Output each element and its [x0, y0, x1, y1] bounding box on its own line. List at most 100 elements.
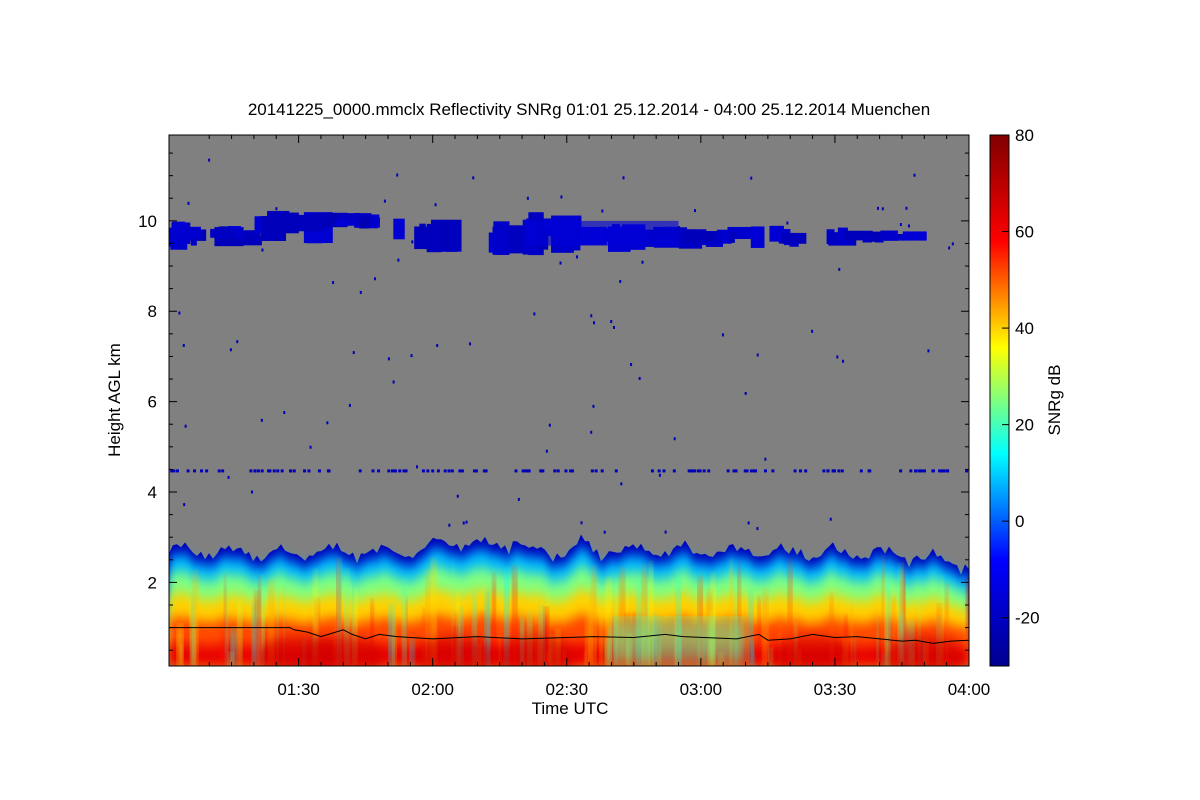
echo-streak — [876, 619, 879, 666]
y-axis-label: Height AGL km — [105, 343, 124, 457]
artifact-dot — [431, 469, 435, 473]
echo-streak — [648, 565, 654, 666]
echo-peak-blob — [415, 634, 496, 666]
artifact-dot — [268, 469, 272, 473]
artifact-dot — [390, 469, 394, 473]
artifact-dot — [793, 469, 797, 473]
colorbar: -20 0 20 40 60 80 SNRg dB — [989, 126, 1064, 667]
artifact-dot — [804, 469, 808, 473]
speckle — [250, 490, 253, 494]
artifact-dot — [859, 469, 863, 473]
speckle — [838, 267, 841, 271]
speckle — [764, 457, 767, 461]
speckle — [261, 248, 264, 252]
artifact-dot — [527, 469, 531, 473]
speckle — [397, 258, 400, 262]
artifact-dot — [734, 469, 738, 473]
cloud-cell — [752, 236, 762, 246]
artifact-dot — [837, 469, 841, 473]
artifact-dot — [867, 469, 871, 473]
speckle — [601, 209, 604, 213]
artifact-dot — [569, 469, 573, 473]
artifact-dot — [564, 469, 568, 473]
artifact-dot — [398, 469, 402, 473]
speckle — [517, 497, 520, 501]
speckle — [332, 281, 335, 285]
echo-streak — [401, 583, 407, 666]
artifact-dot — [692, 469, 696, 473]
artifact-dot — [426, 469, 430, 473]
cloud-cell — [902, 231, 927, 241]
artifact-dot — [918, 469, 922, 473]
echo-streak — [761, 591, 769, 666]
echo-streak — [944, 586, 949, 666]
echo-streak — [409, 639, 416, 666]
echo-streak — [352, 573, 355, 666]
speckle — [641, 260, 644, 264]
echo-streak — [737, 565, 742, 666]
echo-gap — [611, 618, 746, 664]
echo-streak — [891, 598, 896, 666]
cloud-cell — [241, 231, 250, 241]
artifact-dot — [690, 469, 694, 473]
artifact-dot — [404, 469, 408, 473]
speckle — [275, 207, 278, 211]
echo-streak — [936, 606, 943, 666]
cloud-cell — [492, 226, 506, 255]
artifact-dot — [276, 469, 280, 473]
artifact-dot — [540, 469, 544, 473]
artifact-dot — [292, 469, 296, 473]
colorbar-tick-label: 0 — [1015, 512, 1024, 531]
upper-cloud-layer — [169, 210, 927, 256]
artifact-dot — [249, 469, 253, 473]
chart-title: 20141225_0000.mmclx Reflectivity SNRg 01… — [248, 100, 930, 119]
echo-streak — [854, 635, 857, 666]
artifact-dot — [672, 469, 676, 473]
echo-streak — [884, 592, 888, 666]
artifact-dot — [371, 469, 375, 473]
artifact-dot — [940, 469, 944, 473]
echo-streak — [230, 628, 237, 666]
echo-streak — [256, 619, 262, 666]
cloud-cell — [393, 218, 405, 240]
echo-streak — [236, 600, 243, 666]
echo-streak — [757, 598, 761, 666]
speckle — [283, 411, 286, 415]
speckle — [842, 359, 845, 363]
speckle — [178, 311, 181, 315]
echo-streak — [192, 574, 199, 666]
speckle — [678, 226, 681, 230]
speckle — [694, 209, 697, 213]
echo-streak — [534, 584, 537, 666]
artifact-dot — [732, 469, 736, 473]
artifact-dot — [570, 469, 574, 473]
speckle — [744, 391, 747, 395]
echo-streak — [343, 572, 351, 666]
artifact-dot — [922, 469, 926, 473]
cloud-cell — [242, 236, 262, 246]
artifact-dot — [387, 469, 391, 473]
echo-streak — [768, 648, 774, 666]
speckle — [590, 430, 593, 434]
artifact-dot — [377, 469, 381, 473]
speckle — [383, 199, 386, 203]
artifact-dot — [358, 469, 362, 473]
colorbar-label: SNRg dB — [1045, 365, 1064, 436]
artifact-dot — [272, 469, 276, 473]
artifact-dot — [657, 469, 661, 473]
artifact-dot — [256, 469, 260, 473]
artifact-dot — [726, 469, 730, 473]
echo-streak — [227, 652, 234, 666]
artifact-dot — [450, 469, 454, 473]
artifact-dot — [186, 469, 190, 473]
echo-streak — [729, 564, 734, 666]
colorbar-ticks: -20 0 20 40 60 80 — [1002, 126, 1040, 628]
echo-streak — [491, 576, 497, 666]
artifact-dot — [307, 469, 311, 473]
speckle — [881, 207, 884, 211]
artifact-dot — [771, 469, 775, 473]
artifact-dot — [832, 469, 836, 473]
cloud-cell — [862, 236, 873, 243]
speckle — [899, 223, 902, 227]
artifact-dot — [938, 469, 942, 473]
